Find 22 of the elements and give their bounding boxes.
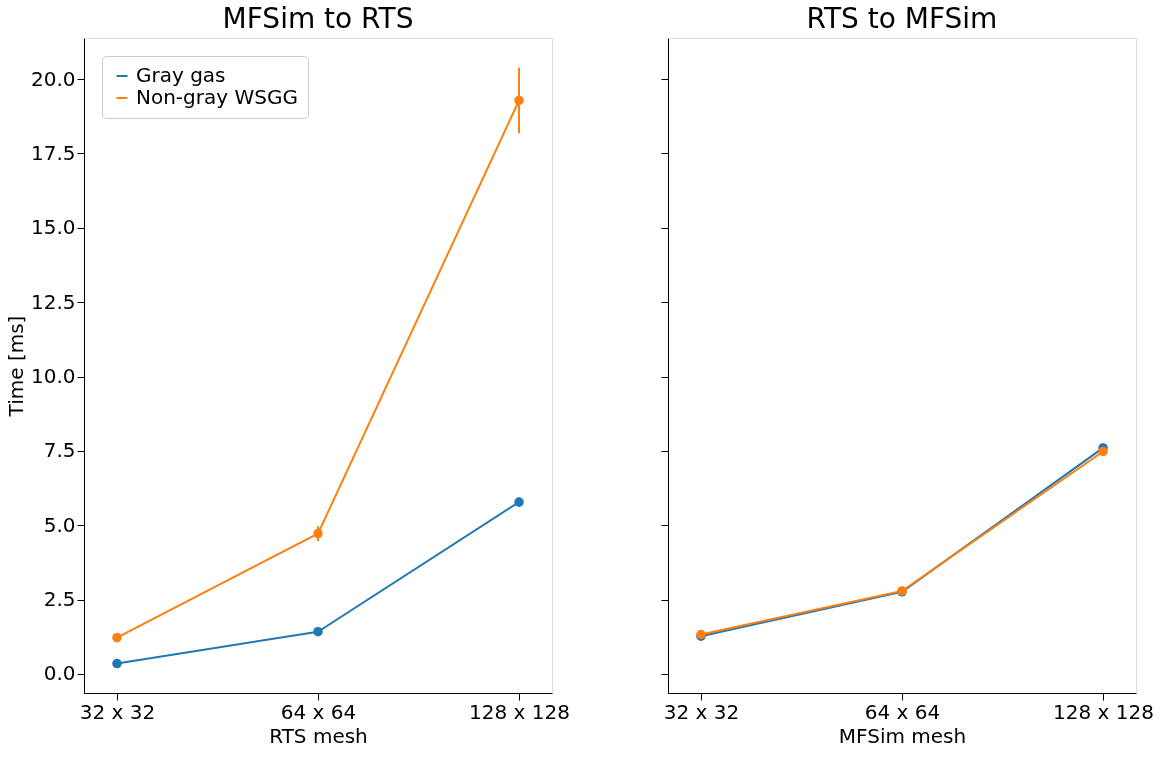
y-tick-label: 17.5 bbox=[30, 140, 76, 165]
x-tick-label: 32 x 32 bbox=[663, 699, 740, 724]
y-tick-label: 0.0 bbox=[43, 661, 76, 686]
x-axis-title: MFSim mesh bbox=[838, 723, 967, 748]
x-axis-title: RTS mesh bbox=[269, 723, 368, 748]
y-tick-label: 5.0 bbox=[43, 512, 76, 537]
y-tick-label: 10.0 bbox=[30, 364, 76, 389]
y-tick-label: 12.5 bbox=[30, 289, 76, 314]
chart-title: MFSim to RTS bbox=[222, 2, 414, 35]
x-tick-label: 128 x 128 bbox=[1053, 699, 1154, 724]
x-tick-label: 128 x 128 bbox=[469, 699, 570, 724]
y-tick-label: 20.0 bbox=[30, 66, 76, 91]
legend-label: Gray gas bbox=[136, 63, 226, 87]
x-tick-label: 64 x 64 bbox=[864, 699, 941, 724]
y-tick-label: 15.0 bbox=[30, 215, 76, 240]
x-tick-label: 32 x 32 bbox=[79, 699, 156, 724]
chart-title: RTS to MFSim bbox=[806, 2, 998, 35]
y-tick-label: 7.5 bbox=[43, 438, 76, 463]
y-axis-title: Time [ms] bbox=[3, 315, 28, 418]
x-tick-label: 64 x 64 bbox=[280, 699, 357, 724]
y-tick-label: 2.5 bbox=[43, 587, 76, 612]
legend-label: Non-gray WSGG bbox=[136, 85, 298, 109]
